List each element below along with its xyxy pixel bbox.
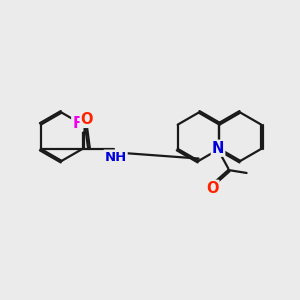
Text: O: O xyxy=(206,181,218,196)
Text: NH: NH xyxy=(104,151,127,164)
Text: N: N xyxy=(212,141,224,156)
Text: O: O xyxy=(81,112,93,127)
Text: F: F xyxy=(72,116,82,131)
